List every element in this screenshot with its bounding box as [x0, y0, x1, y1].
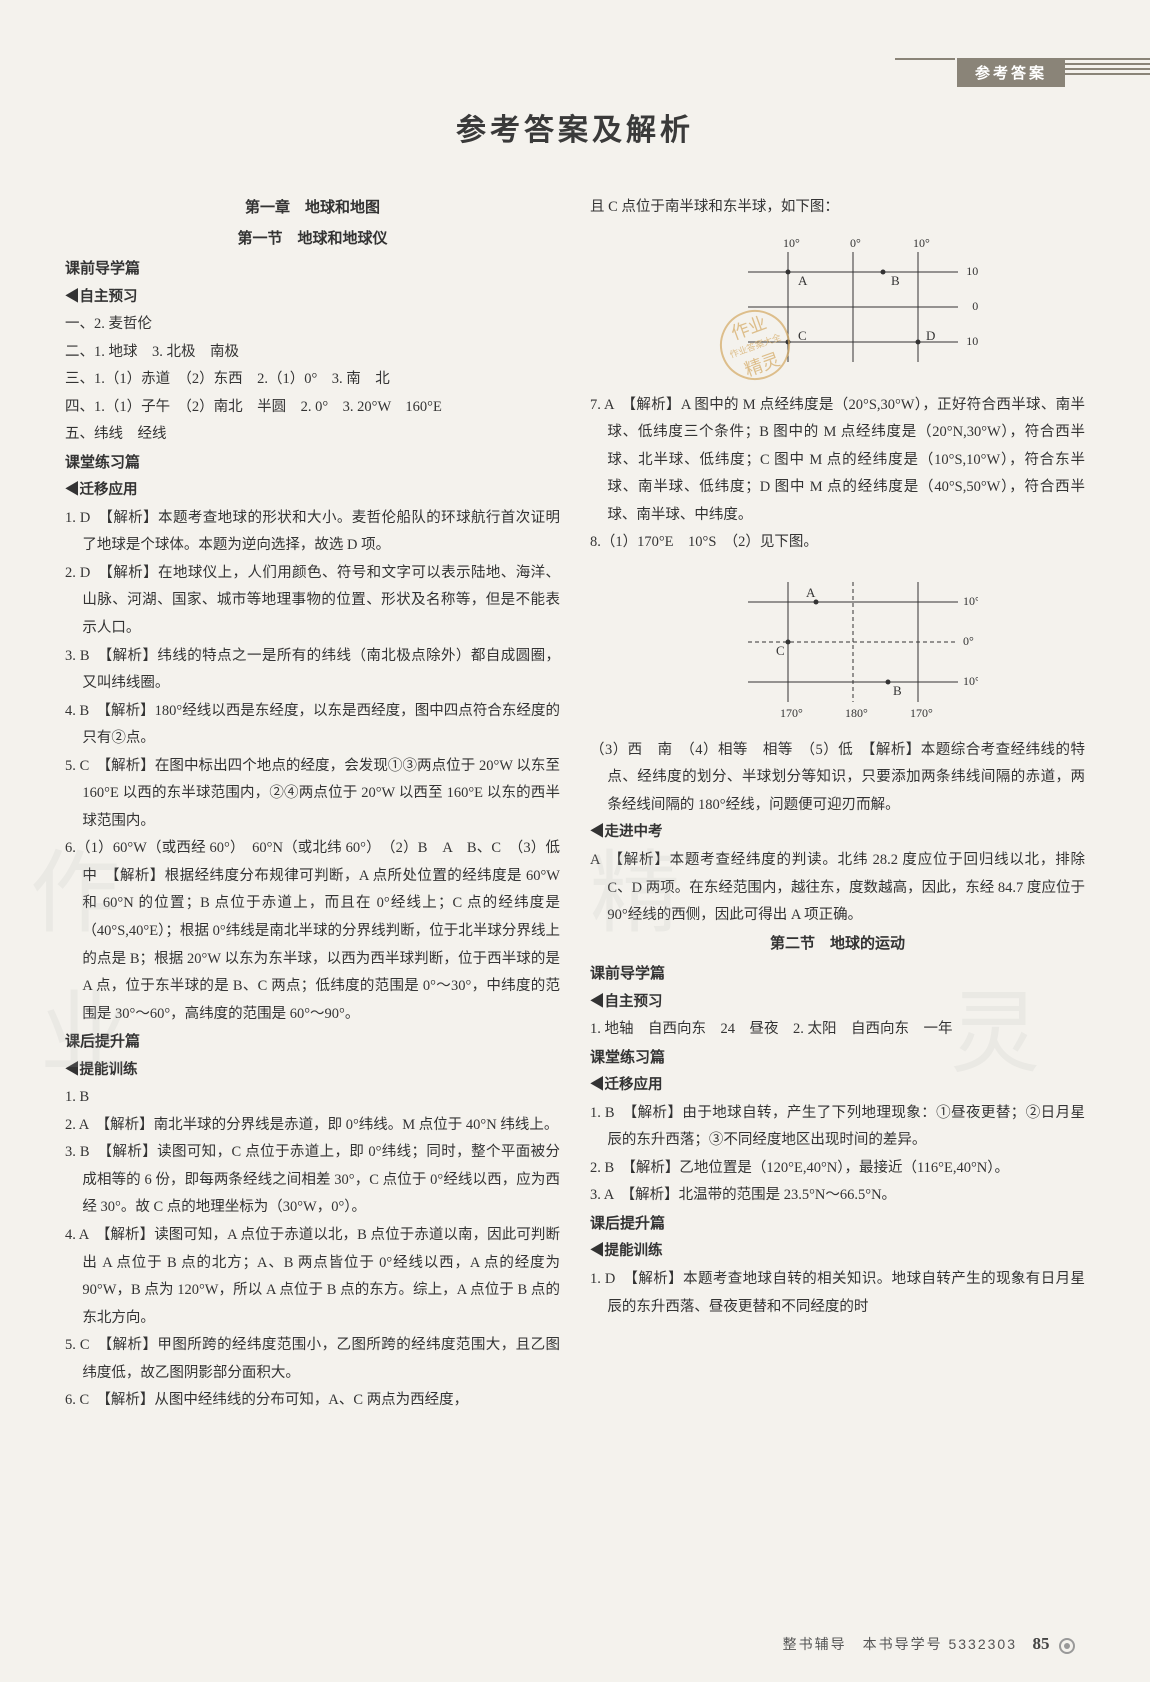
text-line: 五、纬线 经线 — [65, 421, 560, 449]
answer-item: （3）西 南 （4）相等 相等 （5）低 【解析】本题综合考查经纬线的特点、经纬… — [590, 737, 1085, 820]
text-line: 四、1.（1）子午 （2）南北 半圆 2. 0° 3. 20°W 160°E — [65, 394, 560, 422]
svg-text:B: B — [893, 683, 902, 698]
answer-item: 4. B 【解析】180°经线以西是东经度，以东是西经度，图中四点符合东经度的只… — [65, 698, 560, 753]
answer-item: 8.（1）170°E 10°S （2）见下图。 — [590, 529, 1085, 557]
svg-text:10°: 10° — [963, 674, 978, 688]
answer-item: 2. B 【解析】乙地位置是（120°E,40°N），最接近（116°E,40°… — [590, 1155, 1085, 1183]
svg-text:D: D — [926, 328, 935, 343]
circle-mark-icon — [1059, 1638, 1075, 1654]
svg-text:C: C — [798, 328, 807, 343]
answer-item: 5. C 【解析】在图中标出四个地点的经度，会发现①③两点位于 20°W 以东至… — [65, 753, 560, 836]
left-column: 第一章 地球和地图 第一节 地球和地球仪 课前导学篇 ◀自主预习 一、2. 麦哲… — [65, 194, 560, 1415]
heading-class-2: 课堂练习篇 — [590, 1044, 1085, 1073]
answer-item: 7. A 【解析】A 图中的 M 点经纬度是（20°S,30°W），正好符合西半… — [590, 392, 1085, 530]
section-title: 第一节 地球和地球仪 — [65, 225, 560, 254]
svg-text:0°: 0° — [963, 634, 974, 648]
text-line: 1. 地轴 自西向东 24 昼夜 2. 太阳 自西向东 一年 — [590, 1016, 1085, 1044]
content-columns: 第一章 地球和地图 第一节 地球和地球仪 课前导学篇 ◀自主预习 一、2. 麦哲… — [65, 194, 1085, 1415]
answer-item: 1. B — [65, 1084, 560, 1112]
coordinate-diagram-2: 170° 180° 170° 10° 0° 10° A B C — [698, 567, 978, 727]
heading-skill-2: ◀提能训练 — [590, 1238, 1085, 1266]
svg-text:A: A — [806, 585, 816, 600]
heading-class: 课堂练习篇 — [65, 449, 560, 478]
answer-item: 3. B 【解析】纬线的特点之一是所有的纬线（南北极点除外）都自成圆圈，又叫纬线… — [65, 643, 560, 698]
answer-item: 1. D 【解析】本题考查地球的形状和大小。麦哲伦船队的环球航行首次证明了地球是… — [65, 505, 560, 560]
heading-skill: ◀提能训练 — [65, 1057, 560, 1085]
heading-after-2: 课后提升篇 — [590, 1210, 1085, 1239]
page-number: 85 — [1033, 1634, 1050, 1653]
answer-item: 1. D 【解析】本题考查地球自转的相关知识。地球自转产生的现象有日月星辰的东升… — [590, 1266, 1085, 1321]
answer-item: 3. B 【解析】读图可知，C 点位于赤道上，即 0°纬线；同时，整个平面被分成… — [65, 1139, 560, 1222]
text-line: 且 C 点位于南半球和东半球，如下图： — [590, 194, 1085, 222]
answer-item: 6. C 【解析】从图中经纬线的分布可知，A、C 两点为西经度， — [65, 1387, 560, 1415]
answer-item: A 【解析】本题考查经纬度的判读。北纬 28.2 度应位于回归线以北，排除 C、… — [590, 847, 1085, 930]
heading-pre: 课前导学篇 — [65, 255, 560, 284]
answer-item: 4. A 【解析】读图可知，A 点位于赤道以北，B 点位于赤道以南，因此可判断出… — [65, 1222, 560, 1332]
svg-text:10°: 10° — [963, 594, 978, 608]
svg-text:C: C — [776, 643, 785, 658]
svg-text:170°: 170° — [780, 706, 803, 720]
header-tab: 参考答案 — [957, 58, 1065, 87]
heading-after: 课后提升篇 — [65, 1028, 560, 1057]
footer-guide: 整书辅导 本书导学号 5332303 — [783, 1636, 1017, 1652]
chapter-title: 第一章 地球和地图 — [65, 194, 560, 223]
svg-text:B: B — [891, 273, 900, 288]
text-line: 一、2. 麦哲伦 — [65, 311, 560, 339]
svg-text:10°: 10° — [966, 334, 978, 348]
heading-self: ◀自主预习 — [65, 284, 560, 312]
answer-item: 1. B 【解析】由于地球自转，产生了下列地理现象：①昼夜更替；②日月星辰的东升… — [590, 1100, 1085, 1155]
heading-pre-2: 课前导学篇 — [590, 960, 1085, 989]
svg-text:180°: 180° — [845, 706, 868, 720]
svg-text:0°: 0° — [850, 236, 861, 250]
answer-item: 3. A 【解析】北温带的范围是 23.5°N～66.5°N。 — [590, 1182, 1085, 1210]
page-title: 参考答案及解析 — [65, 105, 1085, 149]
svg-text:10°: 10° — [966, 264, 978, 278]
svg-text:0°: 0° — [972, 299, 978, 313]
heading-exam: ◀走进中考 — [590, 819, 1085, 847]
header-lines-right — [1065, 58, 1150, 78]
page-footer: 整书辅导 本书导学号 5332303 85 — [783, 1634, 1075, 1654]
heading-transfer-2: ◀迁移应用 — [590, 1072, 1085, 1100]
section-title-2: 第二节 地球的运动 — [590, 930, 1085, 959]
svg-text:10°: 10° — [783, 236, 800, 250]
answer-item: 2. D 【解析】在地球仪上，人们用颜色、符号和文字可以表示陆地、海洋、山脉、河… — [65, 560, 560, 643]
text-line: 二、1. 地球 3. 北极 南极 — [65, 339, 560, 367]
heading-self-2: ◀自主预习 — [590, 989, 1085, 1017]
answer-item: 5. C 【解析】甲图所跨的经纬度范围小，乙图所跨的经纬度范围大，且乙图纬度低，… — [65, 1332, 560, 1387]
header-line-left — [895, 58, 955, 60]
right-column: 且 C 点位于南半球和东半球，如下图： 10° 0° 10° 10° 0° 10… — [590, 194, 1085, 1415]
svg-text:170°: 170° — [910, 706, 933, 720]
svg-text:A: A — [798, 273, 808, 288]
heading-transfer: ◀迁移应用 — [65, 477, 560, 505]
answer-item: 6.（1）60°W（或西经 60°） 60°N（或北纬 60°） （2）B A … — [65, 835, 560, 1028]
answer-item: 2. A 【解析】南北半球的分界线是赤道，即 0°纬线。M 点位于 40°N 纬… — [65, 1112, 560, 1140]
text-line: 三、1.（1）赤道 （2）东西 2.（1）0° 3. 南 北 — [65, 366, 560, 394]
svg-text:10°: 10° — [913, 236, 930, 250]
